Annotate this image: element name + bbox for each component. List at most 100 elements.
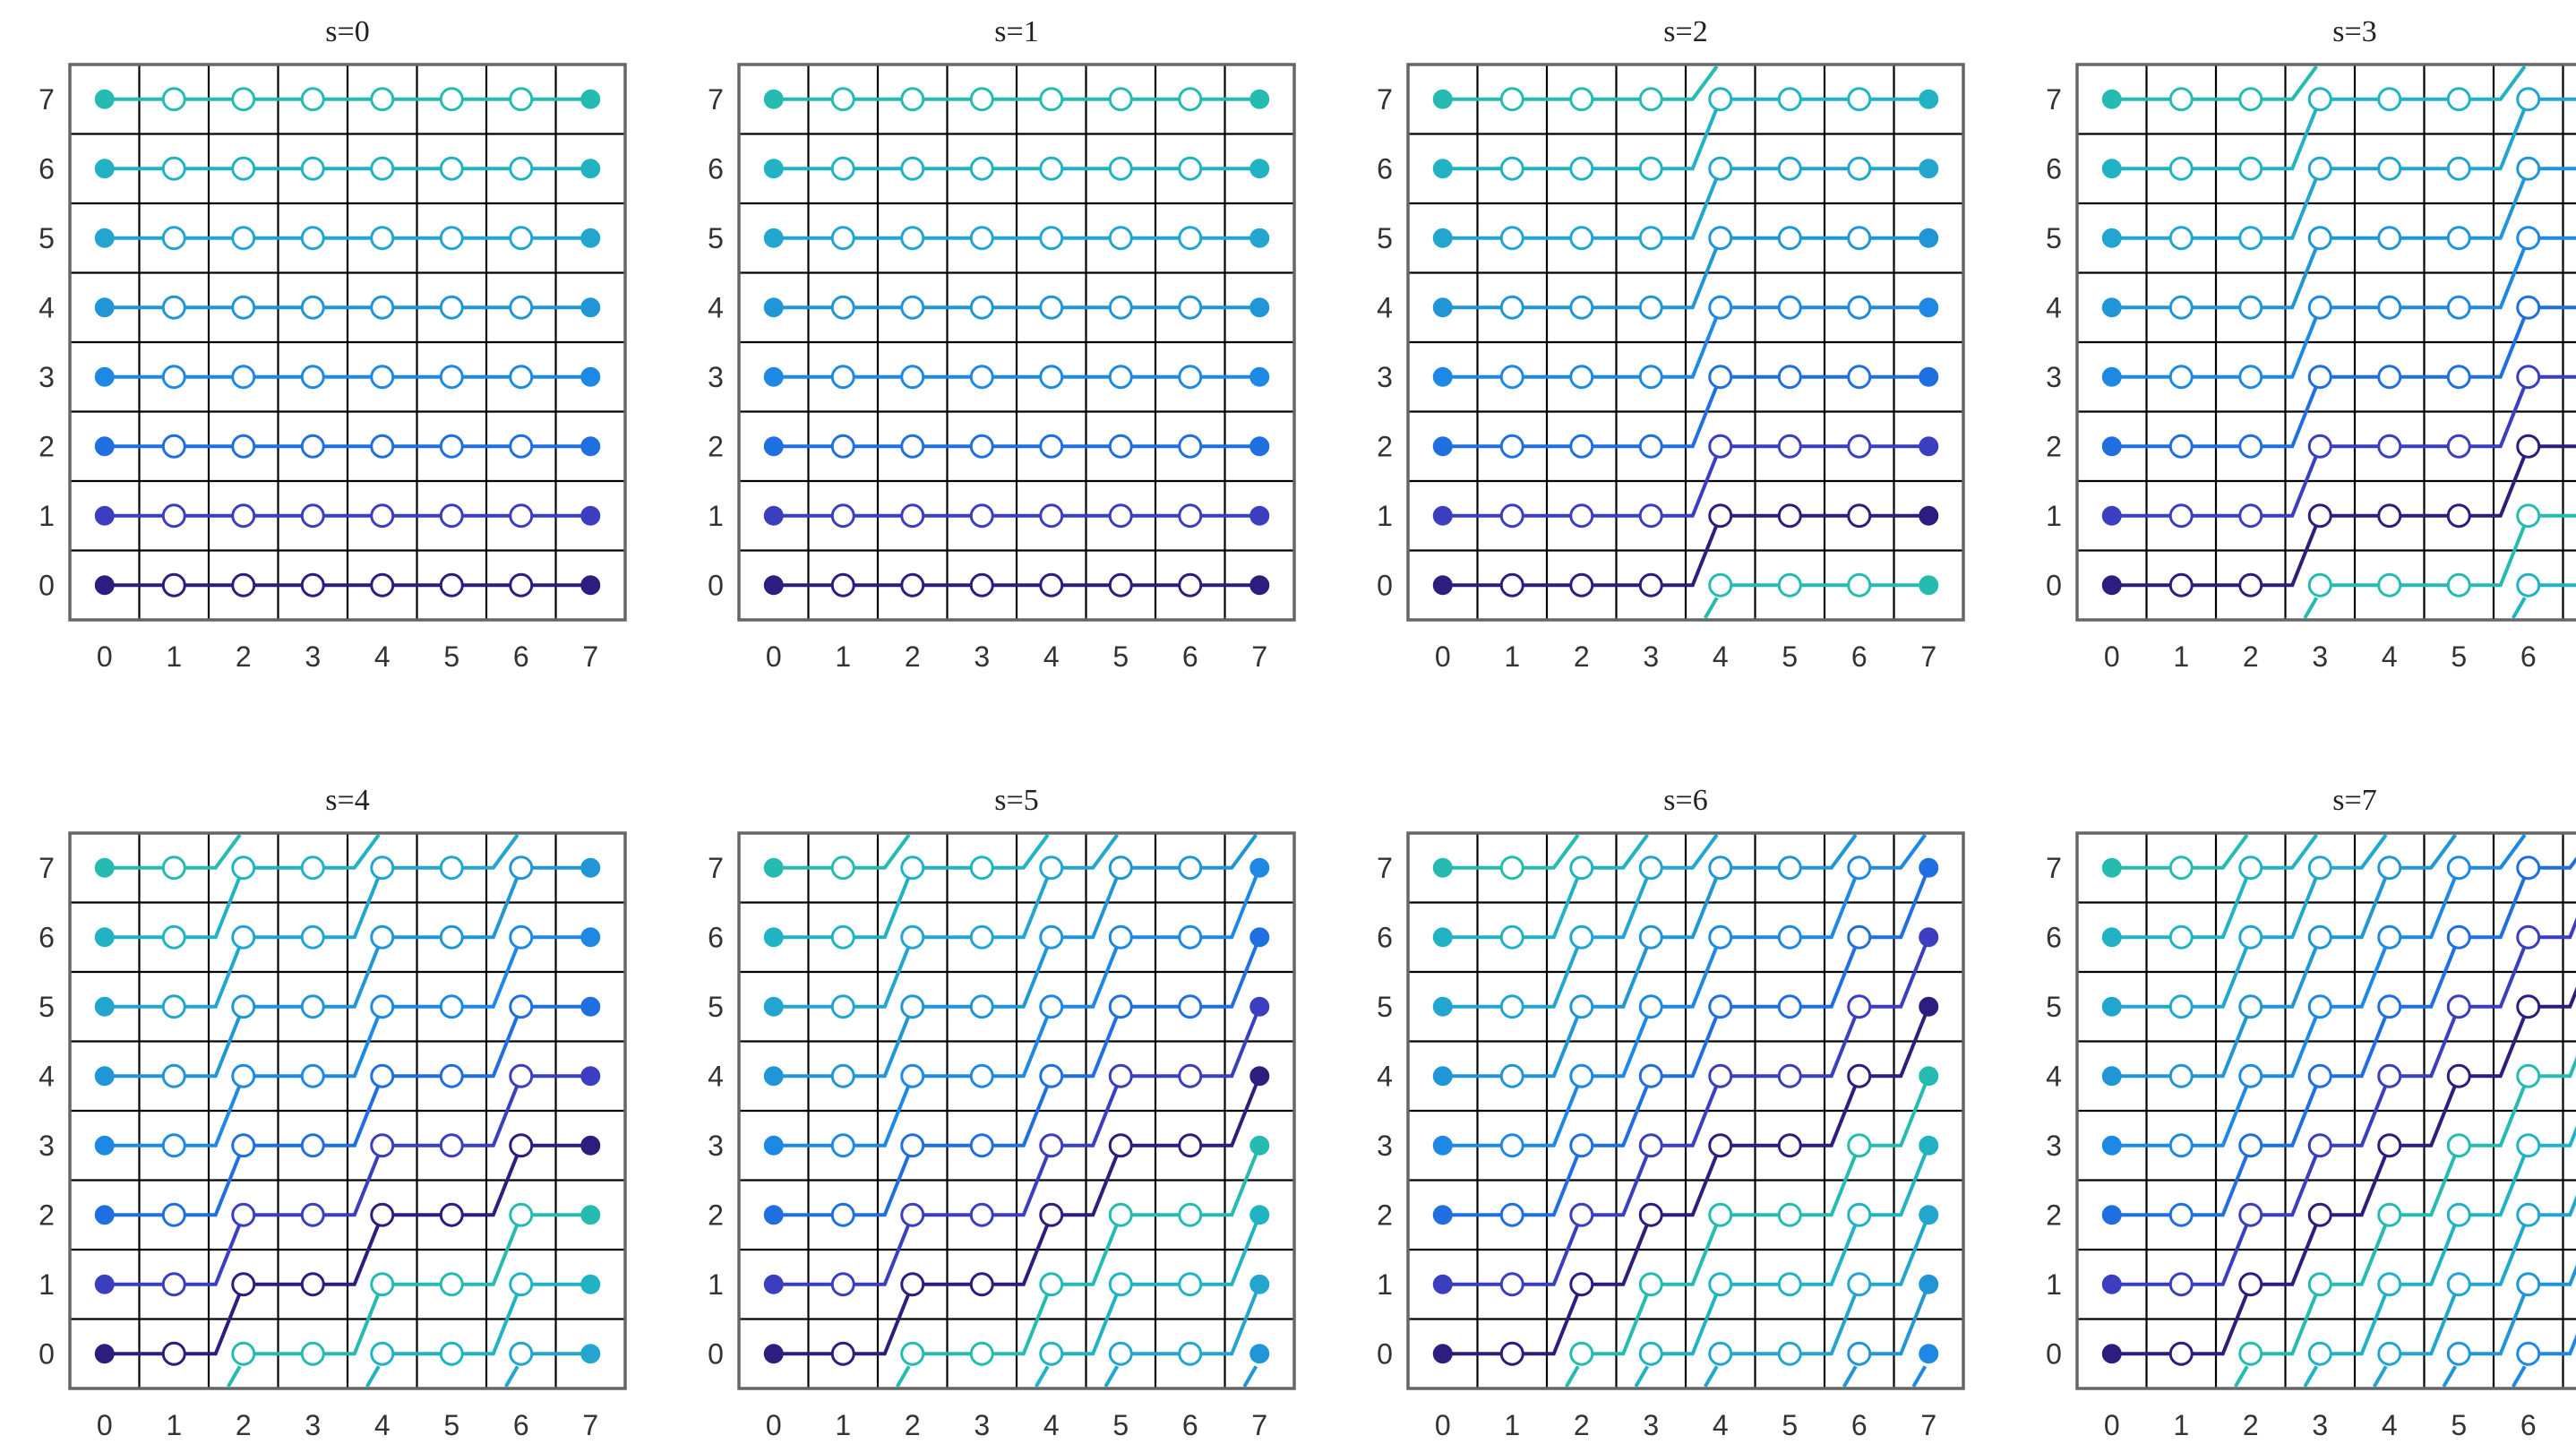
- data-point-open: [509, 1341, 534, 1366]
- axes-box: [68, 831, 627, 1390]
- y-tick-label: 1: [39, 500, 55, 532]
- data-point-open: [2168, 572, 2194, 597]
- data-point-open: [370, 924, 395, 950]
- data-point-open: [1569, 87, 1594, 112]
- data-point-open: [2446, 226, 2471, 251]
- series-line: [1581, 936, 1653, 1009]
- data-point-open: [2516, 226, 2541, 251]
- data-point-open: [161, 1133, 186, 1158]
- data-point-open: [2516, 1202, 2541, 1227]
- data-point-open: [1569, 503, 1594, 529]
- data-point-open: [1039, 1202, 1064, 1227]
- data-point-open: [370, 1133, 395, 1158]
- data-point-open: [1569, 1202, 1594, 1227]
- data-point-filled: [1249, 1274, 1270, 1294]
- data-point-filled: [580, 1066, 601, 1087]
- series-line: [1581, 1075, 1653, 1147]
- data-point-open: [1847, 503, 1872, 529]
- data-point-open: [2168, 503, 2194, 529]
- data-point-open: [439, 1341, 464, 1366]
- data-point-open: [1708, 994, 1733, 1019]
- data-point-open: [1499, 572, 1524, 597]
- data-point-open: [1777, 1272, 1802, 1297]
- series-line: [1790, 1145, 1861, 1217]
- series-line: [2250, 936, 2323, 1009]
- data-point-open: [2516, 994, 2541, 1019]
- data-point-open: [1569, 855, 1594, 881]
- data-point-filled: [94, 159, 115, 179]
- data-point-filled: [1432, 297, 1453, 318]
- x-tick-label: 2: [1574, 640, 1590, 673]
- data-point-open: [2446, 855, 2471, 881]
- y-tick-label: 4: [2046, 291, 2062, 323]
- data-point-open: [1039, 1063, 1064, 1088]
- series-line: [1189, 1145, 1262, 1217]
- series-line: [2459, 867, 2530, 940]
- data-point-open: [2168, 1272, 2194, 1297]
- series-line: [2250, 833, 2318, 870]
- series-line: [174, 833, 242, 870]
- series-line: [2459, 237, 2530, 310]
- x-tick-label: 6: [1851, 640, 1868, 673]
- data-point-open: [1108, 503, 1133, 529]
- y-tick-label: 2: [708, 1199, 724, 1231]
- data-point-open: [300, 434, 325, 459]
- series-line-wrap-stub: [226, 1365, 242, 1388]
- data-point-open: [509, 87, 534, 112]
- data-point-open: [2377, 994, 2402, 1019]
- data-point-filled: [2101, 1066, 2122, 1087]
- data-point-filled: [580, 1205, 601, 1225]
- data-point-open: [900, 1202, 925, 1227]
- y-tick-label: 6: [2046, 152, 2062, 185]
- series-line: [2250, 376, 2323, 449]
- panel-title: s=5: [994, 784, 1038, 817]
- data-point-open: [1178, 855, 1203, 881]
- series-group: [2101, 64, 2576, 620]
- series-line: [1790, 1214, 1861, 1286]
- data-point-open: [370, 226, 395, 251]
- data-point-open: [509, 156, 534, 181]
- data-point-open: [509, 994, 534, 1019]
- data-point-open: [2377, 572, 2402, 597]
- panel-4: s=4 0 1 2 3 4 5 6 7 0 1 2 3 4 5 6 7: [39, 784, 627, 1441]
- x-tick-label: 2: [1574, 1409, 1590, 1441]
- x-tick-label: 2: [2243, 1409, 2259, 1441]
- series-line: [2528, 1333, 2576, 1356]
- y-tick-label: 1: [2046, 1268, 2062, 1301]
- data-point-open: [2377, 226, 2402, 251]
- data-point-open: [370, 365, 395, 390]
- data-point-open: [1499, 1272, 1524, 1297]
- data-point-open: [2238, 434, 2263, 459]
- data-point-open: [1039, 1341, 1064, 1366]
- data-point-open: [1708, 434, 1733, 459]
- data-point-open: [509, 1202, 534, 1227]
- y-tick-label: 5: [2046, 222, 2062, 254]
- data-point-open: [2307, 1202, 2332, 1227]
- data-point-open: [2168, 87, 2194, 112]
- data-point-open: [1499, 994, 1524, 1019]
- series-line: [451, 833, 519, 870]
- data-point-open: [2377, 1341, 2402, 1366]
- series-line: [2250, 1214, 2323, 1286]
- data-point-filled: [1919, 1205, 1939, 1225]
- series-group: [763, 87, 1270, 597]
- data-point-filled: [1919, 366, 1939, 387]
- y-tick-label: 3: [39, 361, 55, 393]
- data-point-open: [1569, 156, 1594, 181]
- data-point-filled: [580, 575, 601, 596]
- data-point-open: [1847, 855, 1872, 881]
- x-tick-label: 2: [905, 640, 921, 673]
- data-point-filled: [1919, 228, 1939, 248]
- data-point-open: [439, 855, 464, 881]
- data-point-open: [2377, 855, 2402, 881]
- x-tick-label: 6: [1182, 1409, 1198, 1441]
- data-point-filled: [1249, 436, 1270, 457]
- data-point-filled: [94, 575, 115, 596]
- data-point-open: [2516, 855, 2541, 881]
- series-line: [2320, 1284, 2391, 1356]
- data-point-open: [830, 994, 855, 1019]
- data-point-open: [1638, 434, 1663, 459]
- data-point-open: [2446, 434, 2471, 459]
- y-tick-label: 7: [39, 852, 55, 884]
